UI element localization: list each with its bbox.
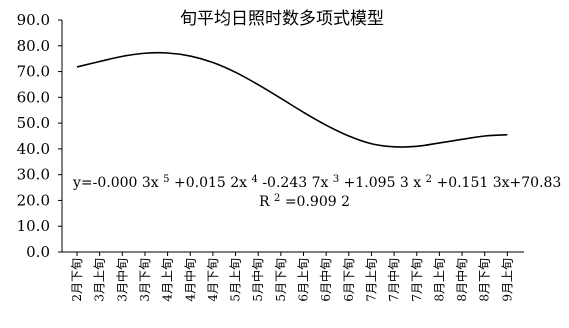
x-tick-label: 4月下旬 [206,258,220,302]
r-squared-value: =0.909 2 [285,194,350,210]
regression-equation: y=-0.000 3x 5 +0.015 2x 4 -0.243 7x 3 +1… [72,174,561,192]
series-line [76,51,508,148]
x-tick-label: 7月中旬 [386,258,401,302]
equation-exponent-4: 4 [252,174,258,185]
x-tick-label: 4月中旬 [182,258,197,302]
y-tick-label: 30.0 [17,166,50,184]
y-tick-label: 90.0 [17,11,50,29]
x-tick-label: 8月上旬 [432,258,446,302]
x-tick-label: 9月上旬 [500,258,514,302]
y-tick-label: 20.0 [17,191,50,209]
x-tick-label: 5月上旬 [229,258,243,302]
r-squared-symbol: R [259,194,270,210]
x-tick-label: 7月下旬 [410,258,424,302]
equation-tail: +0.151 3x+70.83 [436,175,561,191]
x-tick-label: 3月下旬 [138,258,152,302]
x-tick-label: 6月上旬 [297,258,311,302]
r-squared-label: R 2 =0.909 2 [259,193,350,211]
y-axis-ticks: 0.0 10.0 20.0 30.0 40.0 50.0 60.0 70.0 80.0 90.0 [17,11,62,261]
x-tick-label: 3月上旬 [93,258,107,302]
equation-prefix: y=-0.000 3x [72,175,159,191]
r-squared-exponent: 2 [274,193,280,204]
x-tick-label: 8月下旬 [478,258,492,302]
equation-term-3: -0.243 7x [262,175,328,191]
equation-exponent-2: 2 [426,174,432,185]
y-tick-label: 50.0 [17,114,50,132]
x-tick-label: 8月中旬 [454,258,469,302]
x-tick-label: 3月中旬 [114,258,129,302]
chart-title: 旬平均日照时数多项式模型 [180,9,384,29]
y-tick-label: 70.0 [17,63,50,81]
y-tick-label: 40.0 [17,140,50,158]
x-tick-label: 2月下旬 [70,258,84,302]
x-tick-label: 5月中旬 [250,258,265,302]
equation-term-2: +1.095 3 x [344,175,422,191]
x-tick-label: 4月上旬 [161,258,175,302]
y-tick-label: 10.0 [17,217,50,235]
equation-exponent-5: 5 [163,174,169,185]
x-tick-label: 5月下旬 [274,258,288,302]
x-tick-label: 7月上旬 [364,258,378,302]
y-tick-label: 80.0 [17,37,50,55]
equation-term-4: +0.015 2x [174,175,247,191]
x-axis-ticks: 2月下旬 3月上旬 3月中旬 3月下旬 4月上旬 4月中旬 4月下旬 5月上旬 5月中旬 5月下旬… [70,252,514,302]
x-tick-label: 6月下旬 [342,258,356,302]
equation-exponent-3: 3 [333,174,339,185]
x-tick-label: 6月中旬 [318,258,333,302]
y-tick-label: 0.0 [26,243,50,261]
y-tick-label: 60.0 [17,88,50,106]
